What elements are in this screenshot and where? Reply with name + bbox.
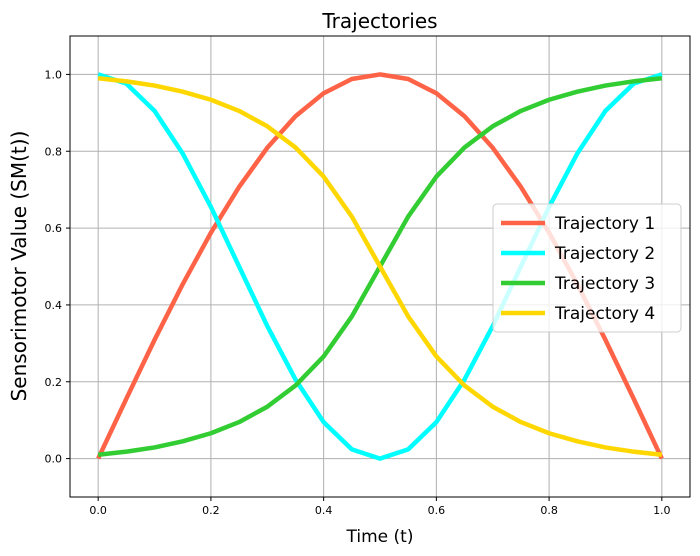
y-tick-label: 0.4 [45,299,63,312]
legend-label: Trajectory 4 [554,304,655,324]
y-tick-label: 0.0 [45,453,63,466]
series-line-trajectory-4 [97,76,663,457]
legend-label: Trajectory 3 [554,274,655,294]
series-line-trajectory-2 [97,72,663,461]
x-tick-label: 1.0 [653,504,671,517]
legend-box [492,203,682,333]
x-tick-label: 0.4 [315,504,333,517]
y-tick-label: 0.6 [45,222,63,235]
legend-label: Trajectory 1 [554,214,655,234]
x-tick-label: 0.0 [89,504,107,517]
x-axis-label: Time (t) [346,527,414,547]
legend-label: Trajectory 2 [554,244,655,264]
legend: Trajectory 1 Trajectory 2 Trajectory 3 Traj… [492,203,682,333]
y-axis-label: Sensorimotor Value (SM(t)) [7,131,31,402]
x-axis-ticks: 0.0 0.2 0.4 0.6 0.8 1.0 [89,497,671,517]
y-tick-label: 1.0 [45,68,63,81]
x-tick-label: 0.6 [428,504,446,517]
x-tick-label: 0.8 [540,504,558,517]
y-tick-label: 0.8 [45,145,63,158]
chart-title: Trajectories [321,9,437,33]
plot-frame [69,35,691,498]
y-axis-ticks: 0.0 0.2 0.4 0.6 0.8 1.0 [45,68,70,466]
x-tick-label: 0.2 [202,504,220,517]
y-tick-label: 0.2 [45,376,63,389]
